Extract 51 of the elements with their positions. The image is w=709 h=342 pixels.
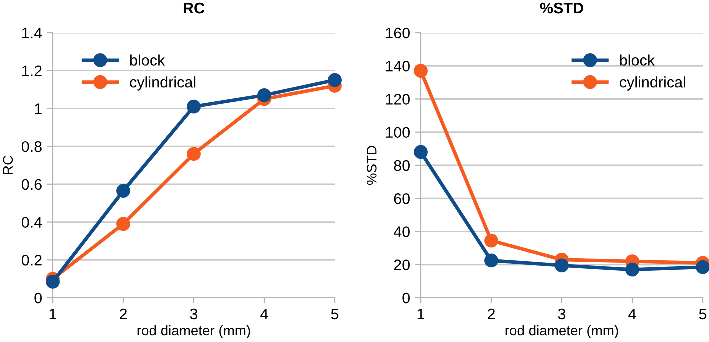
- y-axis-title: RC: [3, 156, 14, 174]
- y-tick-label: 100: [386, 127, 410, 138]
- x-tick-label: 4: [260, 308, 268, 320]
- legend-label: block: [130, 54, 166, 66]
- y-tick-label: 80: [394, 160, 410, 172]
- y-axis-title: %STD: [366, 146, 377, 186]
- legend-label: cylindrical: [130, 76, 196, 91]
- y-tick-label: 160: [386, 28, 410, 39]
- x-axis-title: rod diameter (mm): [138, 325, 250, 338]
- point: [555, 258, 569, 273]
- y-tick-label: 140: [386, 60, 410, 72]
- y-tick-label: 120: [386, 94, 410, 105]
- point: [696, 260, 709, 274]
- y-tick-label: 0.8: [22, 141, 42, 152]
- x-tick-label: 3: [558, 308, 566, 320]
- point: [258, 88, 272, 102]
- x-tick-label: 4: [628, 308, 636, 320]
- point: [328, 73, 342, 88]
- y-tick-label: 40: [394, 226, 410, 238]
- point: [46, 274, 60, 289]
- point: [626, 262, 640, 277]
- legend-label: cylindrical: [620, 76, 686, 91]
- y-tick-label: 0: [34, 292, 42, 304]
- point: [414, 64, 428, 78]
- x-tick-label: 1: [50, 308, 57, 320]
- y-tick-label: 1.2: [22, 66, 42, 76]
- y-tick-label: 0.2: [22, 255, 42, 266]
- chart-title: %STD: [540, 2, 584, 14]
- point: [414, 145, 428, 160]
- point: [484, 254, 498, 268]
- point: [116, 184, 130, 198]
- x-tick-label: 5: [699, 308, 707, 320]
- y-tick-label: 1.4: [22, 28, 42, 39]
- point: [187, 100, 201, 114]
- y-tick-label: 0: [402, 292, 410, 304]
- y-tick-label: 0.4: [22, 217, 42, 228]
- point: [187, 147, 201, 162]
- x-tick-label: 2: [488, 308, 495, 320]
- x-tick-label: 2: [120, 308, 127, 320]
- chart-title: RC: [184, 2, 205, 14]
- point: [116, 217, 130, 232]
- y-tick-label: 60: [394, 193, 410, 204]
- x-tick-label: 1: [418, 308, 425, 320]
- legend-label: block: [620, 54, 656, 66]
- y-tick-label: 20: [394, 260, 410, 271]
- y-tick-label: 1: [35, 104, 42, 114]
- y-tick-label: 0.6: [22, 179, 42, 190]
- x-tick-label: 3: [190, 308, 198, 320]
- x-tick-label: 5: [331, 308, 339, 320]
- x-axis-title: rod diameter (mm): [506, 325, 618, 338]
- point: [484, 234, 498, 248]
